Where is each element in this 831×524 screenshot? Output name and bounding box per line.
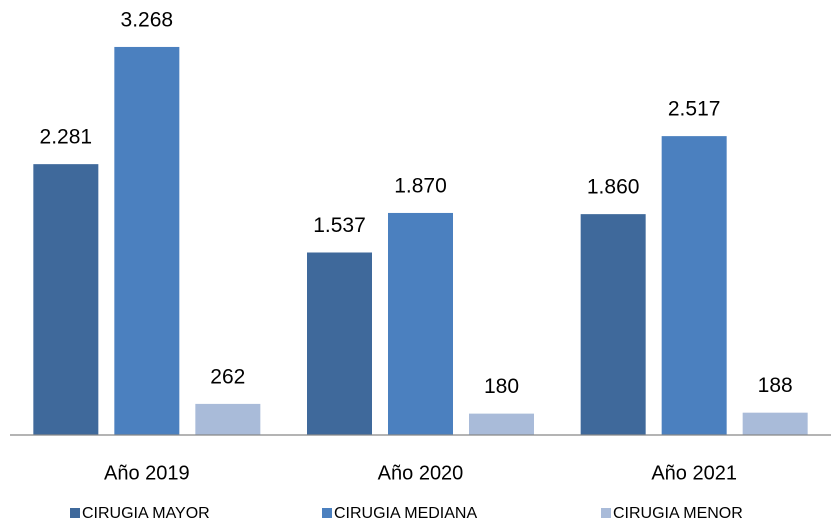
bar <box>195 403 261 435</box>
value-label: 1.537 <box>313 214 366 237</box>
value-label: 1.860 <box>587 176 640 199</box>
value-label: 188 <box>758 374 793 397</box>
value-label: 180 <box>484 375 519 398</box>
value-label: 262 <box>210 365 245 388</box>
value-label: 1.870 <box>394 174 447 197</box>
bar <box>114 46 180 436</box>
legend-swatch <box>70 508 80 518</box>
value-label: 3.268 <box>121 8 174 31</box>
x-tick-label: Año 2020 <box>378 462 464 484</box>
legend-swatch <box>601 508 611 518</box>
bar <box>33 164 99 436</box>
legend-label: CIRUGIA MAYOR <box>82 505 210 522</box>
value-label: 2.517 <box>668 98 721 121</box>
bar <box>580 214 646 435</box>
x-tick-label: Año 2019 <box>104 462 190 484</box>
value-label: 2.281 <box>40 126 93 149</box>
legend-label: CIRUGIA MEDIANA <box>334 505 477 522</box>
legend-swatch <box>322 508 332 518</box>
bar <box>469 413 534 435</box>
bar <box>661 136 727 436</box>
bar <box>742 412 808 435</box>
x-tick-label: Año 2021 <box>651 462 737 484</box>
legend-label: CIRUGIA MENOR <box>613 505 743 522</box>
bar <box>388 212 453 435</box>
bar <box>307 252 372 435</box>
